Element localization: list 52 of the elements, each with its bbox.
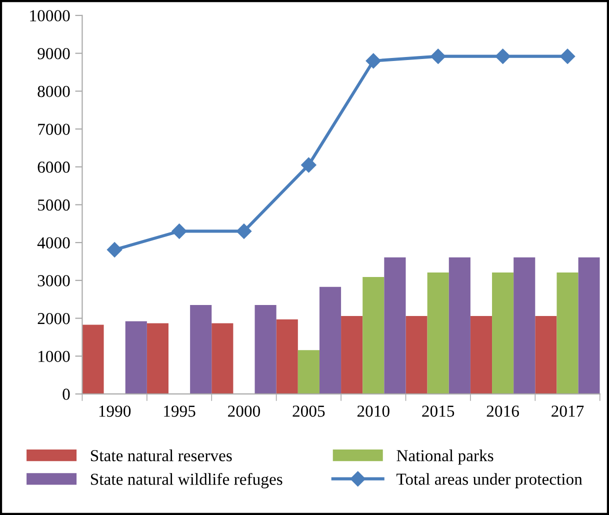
point (301, 157, 316, 173)
y-tick-label: 8000 (38, 86, 70, 98)
y-tick-label: 1000 (38, 350, 70, 362)
legend-label: National parks (396, 450, 494, 465)
bar (276, 319, 298, 394)
bar (190, 305, 212, 394)
point (495, 48, 510, 64)
x-tick-label: 2010 (357, 406, 390, 417)
x-tick-label: 2000 (228, 406, 260, 417)
bar (492, 272, 514, 394)
bar (514, 257, 536, 394)
bar (146, 323, 168, 394)
bar (212, 323, 234, 394)
x-tick-label: 1995 (164, 406, 196, 417)
bar (341, 316, 363, 394)
bar (470, 316, 492, 394)
y-tick-label: 10000 (30, 10, 70, 22)
bar (384, 257, 406, 394)
bar (406, 316, 428, 394)
point (236, 224, 252, 239)
bar (82, 324, 104, 394)
legend-label: State natural reserves (90, 450, 232, 462)
point (366, 53, 381, 68)
bar (556, 272, 578, 394)
legend-label: State natural wildlife refuges (90, 473, 282, 488)
point (560, 48, 576, 64)
bar (448, 257, 470, 394)
y-tick-label: 4000 (37, 237, 70, 249)
x-tick-label: 2005 (292, 406, 325, 417)
y-tick-label: 9000 (38, 48, 70, 60)
x-tick-label: 2016 (486, 406, 519, 417)
y-tick-label: 6000 (38, 162, 70, 173)
x-tick-label: 2015 (422, 406, 454, 417)
legend-label: Total areas under protection (396, 473, 582, 488)
bar (298, 350, 320, 394)
y-tick-label: 5000 (38, 199, 70, 211)
y-tick-label: 7000 (38, 124, 70, 135)
bar (125, 321, 147, 394)
bar (427, 272, 449, 394)
point (172, 224, 187, 239)
x-tick-label: 1990 (99, 406, 131, 417)
bar (254, 305, 276, 394)
x-tick-label: 2017 (552, 406, 584, 417)
point (107, 242, 122, 258)
bar (362, 277, 384, 394)
bar (535, 316, 557, 394)
y-tick-label: 3000 (38, 275, 70, 286)
y-tick-label: 2000 (38, 312, 70, 324)
bar (319, 286, 342, 394)
bar (578, 257, 600, 394)
point (430, 48, 446, 64)
y-tick-label: 0 (62, 388, 70, 400)
